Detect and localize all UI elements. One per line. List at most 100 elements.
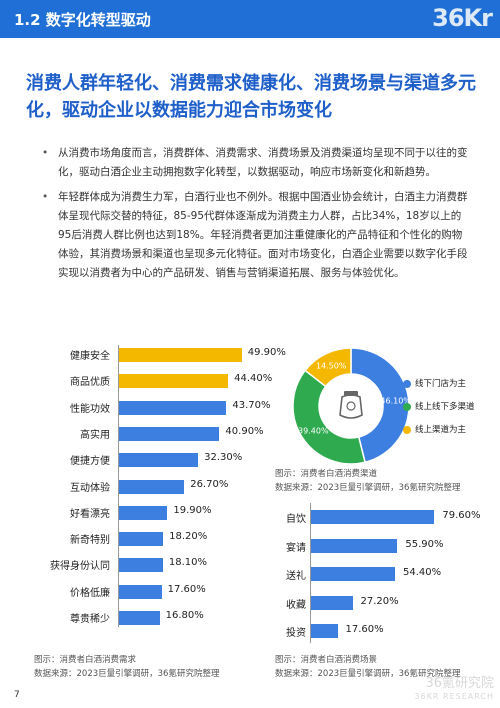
donut-source: 数据来源：2023巨量引擎调研，36氪研究院整理 — [275, 483, 461, 493]
bar-value-label: 40.90% — [225, 425, 264, 437]
bar-value-label: 19.90% — [173, 504, 212, 516]
watermark-text: 36氪研究院 — [425, 676, 494, 691]
left-chart-axis — [118, 345, 119, 627]
bar-label: 便捷方便 — [70, 456, 110, 468]
baijiu-bottle-icon — [339, 391, 363, 419]
bar-row: 新奇特别 18.20% — [0, 527, 270, 551]
bar — [118, 479, 185, 494]
bar-label: 收藏 — [286, 599, 306, 611]
bullet-item: • 从消费市场角度而言，消费群体、消费需求、消费场景及消费渠道均呈现不同于以往的… — [42, 144, 472, 182]
right-chart-axis — [310, 503, 311, 643]
section-title: 1.2 数字化转型驱动 — [14, 11, 151, 29]
bar-label: 投资 — [286, 628, 306, 639]
page-headline: 消费人群年轻化、消费需求健康化、消费场景与渠道多元化，驱动企业以数据能力迎合市场… — [26, 73, 476, 121]
bar-value-label: 26.70% — [190, 478, 229, 490]
section-header: 1.2 数字化转型驱动 36Kr — [0, 0, 500, 38]
bar-label: 宴请 — [286, 542, 306, 554]
brand-logo: 36Kr — [432, 4, 493, 32]
bar-row: 便捷方便 32.30% — [0, 448, 270, 472]
bar-row: 宴请 55.90% — [275, 534, 500, 558]
channel-donut-chart: 46.10% 39.40% 14.50% — [290, 345, 412, 467]
bar-value-label: 27.20% — [360, 595, 399, 607]
bar — [118, 374, 229, 389]
bar-value-label: 17.60% — [167, 583, 206, 595]
watermark-sub: 36KR RESEARCH — [414, 692, 494, 701]
right-chart-source: 数据来源：2023巨量引擎调研，36氪研究院整理 — [275, 669, 461, 679]
legend-swatch-icon — [403, 426, 411, 434]
donut-legend: 线下门店为主 线上线下多渠道 线上渠道为主 — [403, 378, 475, 447]
bullet-dot-icon: • — [42, 191, 49, 203]
bar-row: 收藏 27.20% — [275, 591, 500, 615]
bar — [310, 510, 435, 524]
left-chart-source: 数据来源：2023巨量引擎调研，36氪研究院整理 — [34, 669, 220, 679]
bar — [310, 538, 398, 553]
bar-row: 商品优质 44.40% — [0, 369, 273, 393]
bar-value-label: 79.60% — [442, 510, 481, 521]
donut-value-label: 39.40% — [298, 427, 329, 436]
left-chart-caption-block: 图示：消费者白酒消费需求 数据来源：2023巨量引擎调研，36氪研究院整理 — [34, 653, 219, 681]
bar-row: 投资 17.60% — [275, 619, 500, 643]
bar-label: 性能功效 — [70, 403, 110, 415]
bar-label: 新奇特别 — [70, 535, 110, 547]
bullet-text: 年轻群体成为消费生力军，白酒行业也不例外。根据中国酒业协会统计，白酒主力消费群体… — [58, 191, 468, 279]
bar — [118, 532, 164, 547]
bullet-dot-icon: • — [42, 147, 49, 159]
bar-label: 健康安全 — [70, 351, 110, 362]
bar-label: 自饮 — [286, 514, 306, 525]
bar-row: 尊贵稀少 16.80% — [0, 606, 270, 630]
bar — [118, 505, 168, 520]
bar-label: 高实用 — [80, 429, 110, 441]
donut-value-label: 46.10% — [380, 397, 411, 406]
watermark: 36氪研究院 36KR RESEARCH — [414, 677, 494, 703]
bar-label: 价格低廉 — [70, 587, 110, 599]
bullet-item: • 年轻群体成为消费生力军，白酒行业也不例外。根据中国酒业协会统计，白酒主力消费… — [42, 188, 472, 283]
bar-value-label: 43.70% — [232, 399, 271, 411]
bar-label: 互动体验 — [70, 482, 110, 494]
bar — [118, 558, 163, 573]
bar-label: 获得身份认同 — [50, 561, 110, 573]
bar-row: 健康安全 49.90% — [0, 343, 286, 367]
bullet-list: • 从消费市场角度而言，消费群体、消费需求、消费场景及消费渠道均呈现不同于以往的… — [42, 144, 472, 289]
legend-item-online: 线上渠道为主 — [403, 424, 475, 447]
bar — [118, 400, 227, 415]
bar — [118, 453, 199, 468]
bar-value-label: 49.90% — [247, 347, 286, 358]
bar-label: 送礼 — [286, 571, 306, 582]
legend-item-omni: 线上线下多渠道 — [403, 401, 475, 424]
bar — [118, 584, 162, 599]
legend-item-offline: 线下门店为主 — [403, 378, 475, 401]
bar — [118, 611, 160, 625]
bar-row: 自饮 79.60% — [275, 505, 500, 529]
consumer-needs-bar-chart: 健康安全 49.90% 商品优质 44.40% 性能功效 43.70% 高实用 40.90% 便… — [0, 343, 286, 643]
bar-value-label: 32.30% — [204, 452, 243, 464]
right-chart-caption: 图示：消费者白酒消费场景 — [275, 655, 378, 665]
bar — [310, 567, 395, 581]
legend-swatch-icon — [403, 380, 411, 388]
donut-slice — [304, 347, 352, 388]
bar-value-label: 55.90% — [405, 538, 444, 550]
bar-row: 送礼 54.40% — [275, 562, 500, 586]
bar-value-label: 44.40% — [234, 373, 273, 385]
bar-row: 好看漂亮 19.90% — [0, 501, 270, 525]
legend-label: 线上线下多渠道 — [415, 402, 475, 412]
consumption-scene-bar-chart: 自饮 79.60% 宴请 55.90% 送礼 54.40% 收藏 27.20% 投资 17.60% — [275, 505, 500, 645]
bar — [310, 624, 338, 638]
legend-label: 线下门店为主 — [415, 379, 467, 389]
bar-label: 好看漂亮 — [70, 508, 110, 520]
bar — [118, 426, 220, 441]
bar-label: 尊贵稀少 — [70, 614, 110, 625]
donut-caption: 图示：消费者白酒消费渠道 — [275, 469, 378, 479]
bar-row: 获得身份认同 18.10% — [0, 553, 270, 577]
donut-svg: 46.10% 39.40% 14.50% — [292, 347, 411, 465]
donut-slice — [292, 369, 366, 465]
bar-value-label: 16.80% — [165, 610, 204, 621]
bar-row: 价格低廉 17.60% — [0, 580, 270, 604]
bar-value-label: 18.20% — [169, 531, 208, 543]
bar-label: 商品优质 — [70, 377, 110, 389]
bar-value-label: 18.10% — [168, 557, 208, 569]
donut-value-label: 14.50% — [316, 362, 347, 371]
donut-slice — [350, 347, 410, 464]
right-chart-caption-block: 图示：消费者白酒消费场景 数据来源：2023巨量引擎调研，36氪研究院整理 — [275, 653, 460, 681]
donut-caption-block: 图示：消费者白酒消费渠道 数据来源：2023巨量引擎调研，36氪研究院整理 — [275, 467, 460, 495]
bar-row: 高实用 40.90% — [0, 422, 270, 446]
